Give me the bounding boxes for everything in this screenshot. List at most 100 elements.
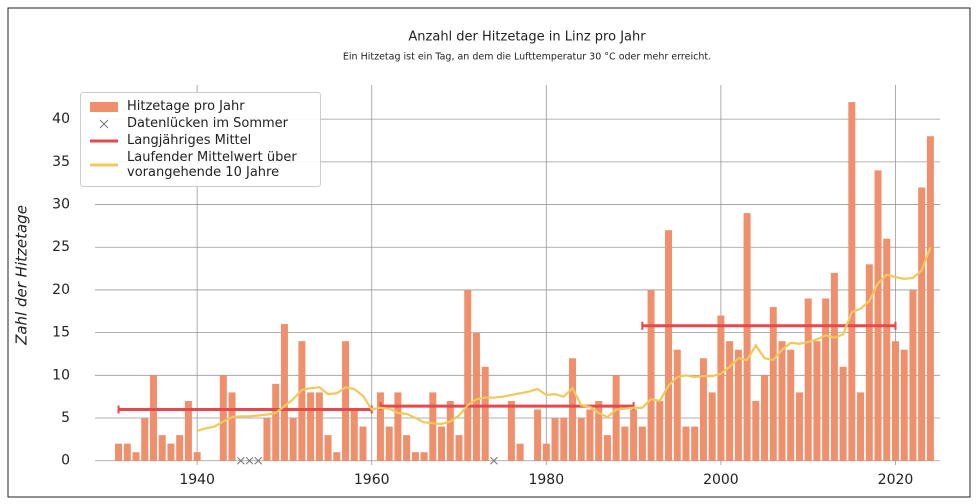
bar xyxy=(394,392,402,461)
y-tick-label: 0 xyxy=(61,453,70,469)
bar xyxy=(115,443,123,461)
y-tick-label: 15 xyxy=(52,325,70,341)
bar xyxy=(874,170,882,461)
bar xyxy=(359,426,367,461)
bar xyxy=(647,289,655,461)
bar xyxy=(158,435,166,461)
bar xyxy=(141,418,149,461)
bar xyxy=(778,341,786,461)
legend-entry: Laufender Mittelwert über vorangehende 1… xyxy=(89,150,312,180)
chart-subtitle: Ein Hitzetag ist ein Tag, an dem die Luf… xyxy=(343,52,711,63)
bar xyxy=(560,418,568,461)
bar xyxy=(167,443,175,461)
bar xyxy=(289,418,297,461)
legend-label: Datenlücken im Sommer xyxy=(127,116,289,131)
legend-swatch xyxy=(90,101,118,112)
bar xyxy=(865,264,873,461)
chart-title: Anzahl der Hitzetage in Linz pro Jahr xyxy=(408,30,646,45)
bar xyxy=(708,392,716,461)
bar xyxy=(612,375,620,461)
bar xyxy=(376,392,384,461)
bar xyxy=(516,443,524,461)
x-tick-label: 1940 xyxy=(179,472,215,488)
legend: Hitzetage pro Jahr Datenlücken im Sommer L… xyxy=(80,92,321,187)
bar xyxy=(603,435,611,461)
bar xyxy=(472,332,480,461)
legend-symbol xyxy=(99,119,109,128)
legend-entry: Langjähriges Mittel xyxy=(89,133,312,148)
bar xyxy=(542,443,550,461)
bar xyxy=(123,443,131,461)
y-tick-label: 35 xyxy=(52,154,70,170)
running-mean-line xyxy=(196,246,932,432)
bar xyxy=(228,392,236,461)
bar xyxy=(455,435,463,461)
x-tick-label: 1980 xyxy=(528,472,564,488)
gap-marker xyxy=(236,456,245,465)
bar xyxy=(804,298,812,461)
bar xyxy=(333,452,341,461)
legend-swatch xyxy=(90,163,118,167)
bar xyxy=(699,358,707,461)
bar xyxy=(411,452,419,461)
bar xyxy=(324,435,332,461)
bar xyxy=(761,375,769,461)
bar xyxy=(184,400,192,461)
legend-label: Langjähriges Mittel xyxy=(127,133,252,148)
bar xyxy=(534,409,542,461)
bar xyxy=(176,435,184,461)
x-tick-label: 1960 xyxy=(354,472,390,488)
legend-swatch xyxy=(99,119,109,128)
bar xyxy=(752,400,760,461)
bar xyxy=(621,426,629,461)
bar xyxy=(717,315,725,461)
bar xyxy=(403,435,411,461)
y-tick-label: 40 xyxy=(52,111,70,127)
legend-entry: Hitzetage pro Jahr xyxy=(89,99,312,114)
bar xyxy=(446,400,454,461)
bar xyxy=(219,375,227,461)
bar xyxy=(909,289,917,461)
bar xyxy=(342,341,350,461)
x-tick-label: 2000 xyxy=(703,472,739,488)
bar xyxy=(918,187,926,461)
bar xyxy=(149,375,157,461)
y-tick-label: 10 xyxy=(52,367,70,383)
gap-marker xyxy=(254,456,263,465)
y-tick-label: 20 xyxy=(52,282,70,298)
bar xyxy=(429,392,437,461)
bar xyxy=(795,392,803,461)
bar xyxy=(787,349,795,461)
bar xyxy=(665,230,673,461)
bar xyxy=(857,392,865,461)
bar xyxy=(822,298,830,461)
y-axis-label: Zahl der Hitzetage xyxy=(13,205,31,346)
bar xyxy=(682,426,690,461)
legend-symbol xyxy=(90,101,118,112)
bar xyxy=(420,452,428,461)
bar xyxy=(272,383,280,461)
bar xyxy=(263,418,271,461)
bar xyxy=(481,366,489,461)
bar xyxy=(891,341,899,461)
bar xyxy=(193,452,201,461)
legend-swatch xyxy=(90,139,118,142)
bar xyxy=(464,289,472,461)
bar xyxy=(630,409,638,461)
bar xyxy=(350,409,358,461)
bar xyxy=(551,418,559,461)
bar xyxy=(813,341,821,461)
legend-entry: Datenlücken im Sommer xyxy=(89,116,312,131)
bar xyxy=(839,366,847,461)
bar xyxy=(569,358,576,461)
bar xyxy=(507,400,515,461)
bar xyxy=(132,452,140,461)
bar xyxy=(307,392,315,461)
bar xyxy=(298,341,306,461)
bar xyxy=(691,426,699,461)
bar xyxy=(673,349,681,461)
gap-marker xyxy=(490,456,498,465)
bar xyxy=(656,400,664,461)
x-tick-label: 2020 xyxy=(878,472,914,488)
